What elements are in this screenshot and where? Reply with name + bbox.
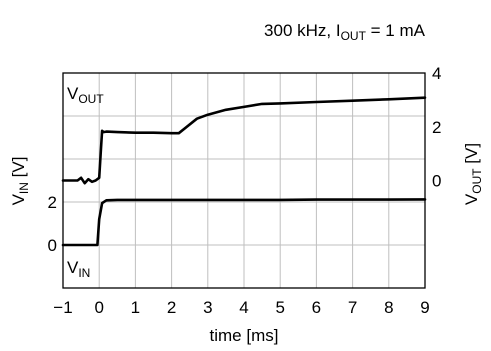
- y-right-tick-label: 2: [432, 118, 441, 137]
- y-right-tick-labels: 0 2 4: [432, 64, 441, 191]
- series-line-vout: [61, 96, 427, 185]
- x-tick-label: 1: [131, 298, 140, 317]
- x-tick-labels: −1 0 1 2 3 4 5 6 7 8 9: [53, 298, 429, 317]
- y-left-tick-labels: 02: [48, 193, 57, 255]
- y-left-tick-label: 0: [48, 236, 57, 255]
- y-right-tick-label: 0: [432, 172, 441, 191]
- series-label-vout: VOUT: [67, 84, 104, 106]
- x-tick-label: 7: [348, 298, 357, 317]
- x-tick-label: 5: [275, 298, 284, 317]
- x-tick-label: 3: [203, 298, 212, 317]
- series-label-vin: VIN: [67, 258, 90, 280]
- x-tick-label: 4: [239, 298, 248, 317]
- x-tick-label: 9: [420, 298, 429, 317]
- x-tick-label: 2: [167, 298, 176, 317]
- x-tick-label: 6: [312, 298, 321, 317]
- x-axis-label: time [ms]: [210, 326, 279, 345]
- series-traces: [61, 96, 427, 247]
- y-left-axis-label: VIN [V]: [9, 157, 31, 206]
- x-tick-label: 0: [94, 298, 103, 317]
- x-tick-label: −1: [53, 298, 72, 317]
- y-right-axis-label: VOUT [V]: [462, 143, 484, 205]
- y-right-tick-label: 4: [432, 64, 441, 83]
- x-tick-label: 8: [384, 298, 393, 317]
- y-left-tick-label: 2: [48, 193, 57, 212]
- series-line-vin: [61, 198, 427, 247]
- chart-title: 300 kHz, IOUT = 1 mA: [264, 21, 426, 43]
- gridlines: [63, 73, 425, 288]
